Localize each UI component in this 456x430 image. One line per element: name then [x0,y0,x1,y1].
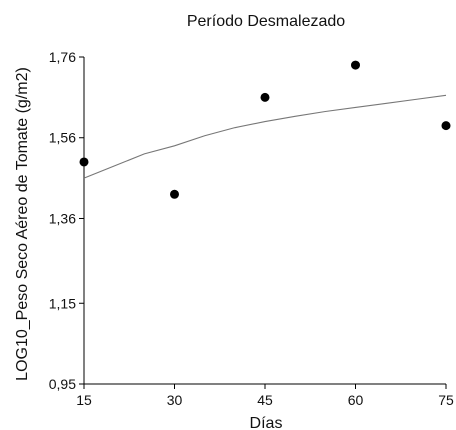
data-point [170,189,179,199]
data-point [441,121,451,131]
y-tick-label: 1,76 [49,49,76,65]
data-point [351,60,360,70]
x-tick-label: 30 [167,392,183,408]
y-axis-title: LOG10_Peso Seco Aéreo de Tomate (g/m2) [14,67,31,381]
x-tick-label: 45 [257,392,273,408]
y-tick-label: 1,36 [49,210,76,226]
chart-title: Período Desmalezado [187,13,345,30]
y-tick-label: 1,15 [49,295,76,311]
x-tick-label: 60 [348,392,364,408]
plot-area: 0,95 1,15 1,36 1,56 1,76 15 30 45 60 75 [49,49,454,408]
data-point [260,92,270,102]
data-point [79,157,89,167]
y-tick-label: 0,95 [49,376,76,392]
y-tick-label: 1,56 [49,130,76,146]
x-tick-label: 75 [438,392,454,408]
fit-curve [83,94,447,179]
x-tick-label: 15 [76,392,92,408]
x-axis-title: Días [250,415,283,430]
